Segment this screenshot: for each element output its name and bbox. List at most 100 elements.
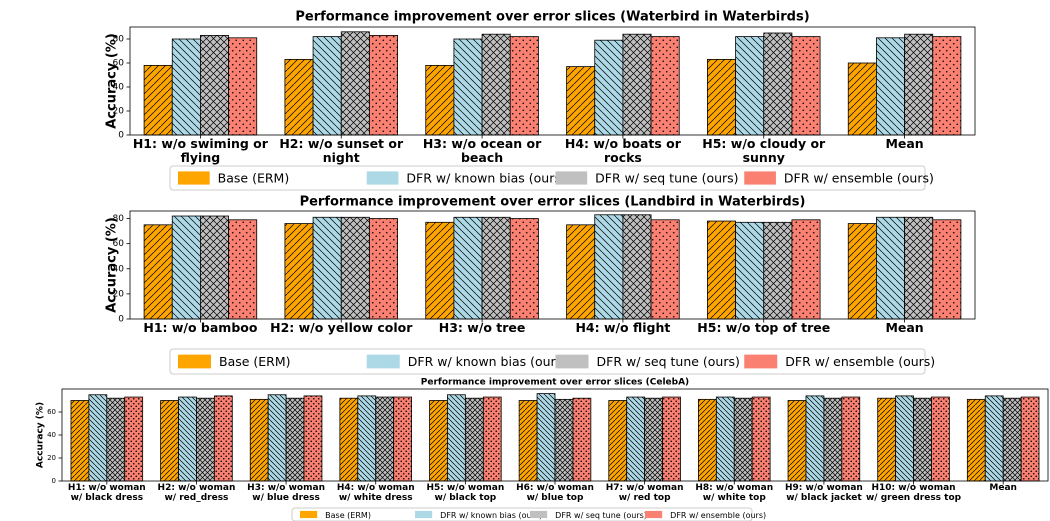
x-tick-label: H1: w/o bamboo [143,320,258,335]
legend-label: DFR w/ known bias (ours) [440,511,542,520]
x-tick-label: H4: w/o woman w/ white dress [336,483,415,504]
legend-swatch [178,354,211,369]
chart-title: Performance improvement over error slice… [295,10,809,25]
bar [791,36,821,136]
legend-frame [291,507,753,521]
legend-label: Base (ERM) [218,171,290,186]
legend-swatch [744,354,778,369]
bar [106,397,126,482]
bar [375,396,395,482]
bar [608,400,628,482]
legend-label: DFR w/ seq tune (ours) [555,511,647,520]
bar [895,395,914,482]
bar [285,397,305,482]
bar [340,216,370,320]
x-tick-label: H3: w/o ocean or beach [422,136,542,166]
x-tick-label: H5: w/o cloudy or sunny [702,136,826,166]
bar [966,398,986,482]
legend-swatch [555,354,589,369]
legend-label: DFR w/ ensemble (ours) [785,354,935,369]
bar [823,397,843,482]
bar [626,396,646,482]
y-tick-label: 0 [118,315,124,325]
bar [984,395,1004,482]
bar [481,33,511,136]
axes-frame [129,26,976,136]
bar [171,215,201,320]
y-tick-label: 60 [113,59,125,69]
bar [509,36,539,136]
bar [847,223,877,320]
bar [904,33,934,136]
y-tick-label: 80 [113,214,125,224]
y-axis-label: Accuracy (%) [105,33,120,129]
bar [536,393,556,482]
legend-label: DFR w/ ensemble (ours) [784,171,934,186]
y-tick-label: 0 [52,477,56,485]
bar [340,31,370,136]
x-tick-label: H4: w/o boats or rocks [564,136,681,166]
legend-swatch [645,510,663,519]
legend-swatch [530,510,548,519]
bar [644,397,663,482]
y-tick-label: 60 [47,408,56,416]
legend-label: DFR w/ known bias (ours) [406,171,565,186]
bar [143,65,173,136]
bar [284,59,314,136]
bar [228,219,258,320]
bar [213,395,233,482]
bar [196,397,215,482]
axes-frame [61,388,1049,482]
bar [369,218,398,320]
bar [357,395,377,482]
y-tick-label: 40 [47,431,56,439]
bar [805,395,825,482]
bar [249,398,269,482]
x-tick-label: H8: w/o woman w/ white top [695,483,774,504]
bar [932,219,962,320]
legend-swatch [366,354,400,369]
x-tick-label: Mean [885,320,924,335]
bar [876,37,905,136]
bar [841,396,861,482]
legend-swatch [555,171,588,185]
bar [931,396,950,482]
bar [733,397,753,482]
bar [509,218,539,320]
y-tick-label: 80 [113,35,125,45]
y-tick-label: 40 [113,264,125,274]
bar [735,36,765,136]
x-tick-label: H5: w/o top of tree [697,320,831,335]
x-tick-label: H2: w/o yellow color [270,320,413,335]
bar [622,214,652,320]
y-tick-label: 20 [47,454,56,462]
legend-swatch [415,510,433,519]
bar [160,400,179,482]
bar [178,396,197,482]
bar [482,396,502,482]
bar [518,400,538,482]
y-tick-label: 60 [113,239,125,249]
bar [650,219,680,320]
x-tick-label: H3: w/o tree [438,320,526,335]
legend-frame [169,348,926,375]
chart-title: Performance improvement over error slice… [421,378,689,388]
y-tick-label: 40 [113,83,125,93]
bar [566,224,596,320]
bar [791,219,821,320]
legend-swatch [300,510,318,519]
x-tick-label: H1: w/o swiming or flying [132,136,268,166]
legend-swatch [366,171,399,185]
bar [554,398,574,482]
bar [453,216,483,320]
legend-label: Base (ERM) [219,354,291,369]
bar [200,35,229,136]
bar [429,400,448,482]
x-tick-label: H3: w/o woman w/ blue dress [247,483,325,504]
bar [707,59,736,136]
bar [877,397,897,482]
bar [70,400,90,482]
chart-title: Performance improvement over error slice… [300,195,806,210]
bar [339,397,359,482]
bar [303,395,323,482]
